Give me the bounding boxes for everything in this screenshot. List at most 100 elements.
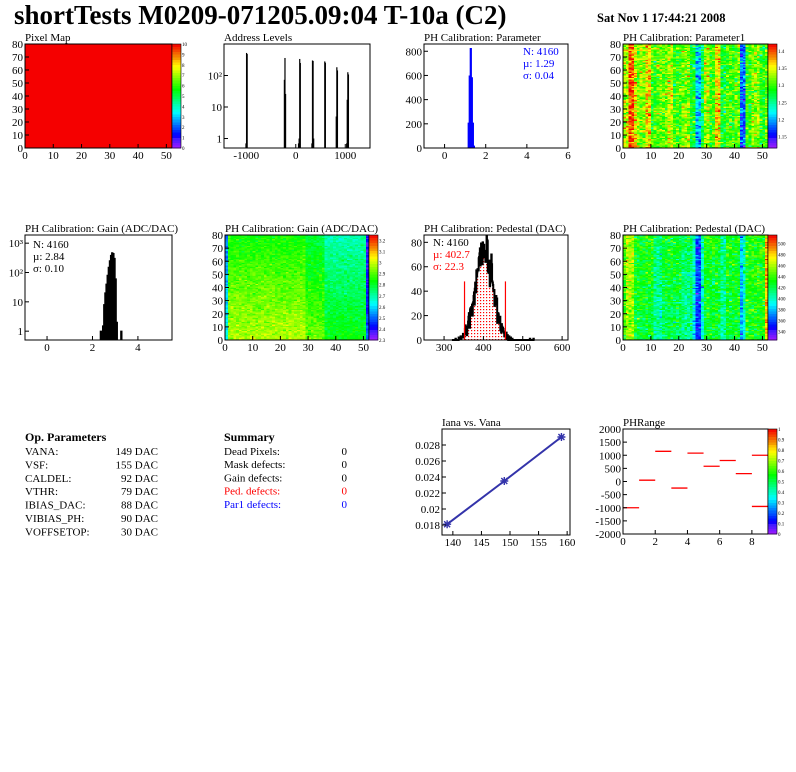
heatmap-cell — [634, 99, 638, 102]
heatmap-cell — [695, 67, 699, 69]
heatmap-cell — [726, 70, 730, 72]
heatmap-cell — [742, 86, 746, 89]
heatmap-cell — [656, 94, 660, 97]
heatmap-cell — [728, 144, 733, 146]
heatmap-cell — [740, 67, 744, 69]
heatmap-cell — [712, 138, 716, 141]
heatmap-cell — [720, 76, 724, 79]
heatmap-cell — [659, 73, 663, 76]
heatmap-cell — [745, 136, 749, 138]
heatmap-cell — [687, 46, 691, 49]
heatmap-cell — [667, 101, 671, 103]
heatmap-cell — [726, 135, 730, 137]
heatmap-cell — [717, 77, 721, 80]
heatmap-cell — [703, 44, 707, 46]
heatmap-cell — [625, 127, 629, 129]
heatmap-cell — [623, 79, 627, 81]
heatmap-cell — [726, 144, 730, 146]
heatmap-cell — [689, 51, 694, 54]
heatmap-cell — [695, 135, 699, 137]
heatmap-cell — [628, 83, 632, 85]
heatmap-cell — [717, 127, 721, 129]
heatmap-cell — [653, 103, 657, 106]
heatmap-cell — [648, 144, 652, 146]
heatmap-cell — [712, 50, 716, 53]
heatmap-cell — [695, 57, 699, 59]
heatmap-cell — [687, 127, 691, 129]
heatmap-cell — [625, 86, 629, 89]
y-tick-label: 10 — [12, 297, 24, 309]
heatmap-cell — [728, 102, 733, 105]
heatmap-cell — [742, 50, 746, 53]
heatmap-cell — [706, 106, 710, 108]
color-palette-step — [172, 98, 181, 102]
heatmap-cell — [748, 133, 752, 136]
heatmap-cell — [723, 132, 727, 134]
heatmap-cell — [678, 137, 682, 140]
heatmap-cell — [678, 47, 682, 50]
heatmap-cell — [751, 112, 755, 115]
heatmap-cell — [623, 106, 627, 108]
heatmap-cell — [631, 122, 635, 124]
heatmap-cell — [726, 44, 730, 46]
heatmap-cell — [701, 80, 705, 82]
heatmap-cell — [703, 129, 707, 132]
heatmap-cell — [695, 59, 699, 62]
heatmap-cell — [734, 120, 738, 123]
heatmap-cell — [715, 73, 719, 76]
heatmap-cell — [728, 67, 733, 69]
heatmap-cell — [642, 75, 646, 77]
heatmap-cell — [631, 60, 635, 63]
heatmap-cell — [653, 133, 657, 136]
heatmap-cell — [628, 101, 632, 103]
heatmap-cell — [706, 114, 710, 116]
heatmap-cell — [726, 80, 730, 82]
heatmap-cell — [631, 54, 635, 56]
heatmap-cell — [701, 77, 705, 80]
heatmap-cell — [720, 50, 724, 53]
heatmap-cell — [706, 63, 710, 66]
heatmap-cell — [662, 62, 666, 64]
heatmap-cell — [675, 96, 680, 98]
heatmap-cell — [737, 140, 741, 142]
heatmap-cell — [734, 103, 738, 106]
heatmap-cell — [689, 45, 694, 47]
heatmap-cell — [709, 60, 713, 63]
heatmap-cell — [634, 66, 638, 68]
color-palette-step — [172, 49, 181, 53]
heatmap-cell — [667, 58, 671, 60]
heatmap-cell — [670, 142, 674, 145]
heatmap-column — [129, 44, 133, 148]
heatmap-cell — [706, 96, 710, 98]
heatmap-cell — [653, 89, 657, 92]
heatmap-cell — [636, 122, 641, 124]
heatmap-cell — [715, 79, 719, 81]
heatmap-cell — [662, 54, 666, 56]
heatmap-cell — [692, 116, 696, 119]
heatmap-cell — [639, 140, 643, 142]
heatmap-cell — [670, 135, 674, 137]
heatmap-cell — [731, 122, 735, 124]
heatmap-cell — [734, 59, 738, 62]
heatmap-cell — [681, 57, 685, 59]
heatmap-cell — [720, 49, 724, 51]
heatmap-cell — [667, 109, 671, 111]
heatmap-cell — [684, 67, 688, 69]
heatmap-cell — [631, 131, 635, 133]
heatmap-cell — [675, 145, 680, 147]
heatmap-cell — [731, 84, 735, 86]
heatmap-cell — [698, 59, 702, 62]
heatmap-cell — [675, 124, 680, 127]
heatmap-cell — [667, 123, 671, 125]
heatmap-cell — [698, 102, 702, 105]
heatmap-cell — [709, 76, 713, 79]
heatmap-cell — [678, 49, 682, 51]
heatmap-cell — [653, 64, 657, 67]
heatmap-cell — [698, 53, 702, 55]
heatmap-cell — [687, 79, 691, 81]
heatmap-cell — [726, 53, 730, 55]
heatmap-cell — [745, 70, 749, 72]
heatmap-cell — [631, 81, 635, 84]
heatmap-cell — [751, 50, 755, 53]
heatmap-cell — [670, 106, 674, 108]
